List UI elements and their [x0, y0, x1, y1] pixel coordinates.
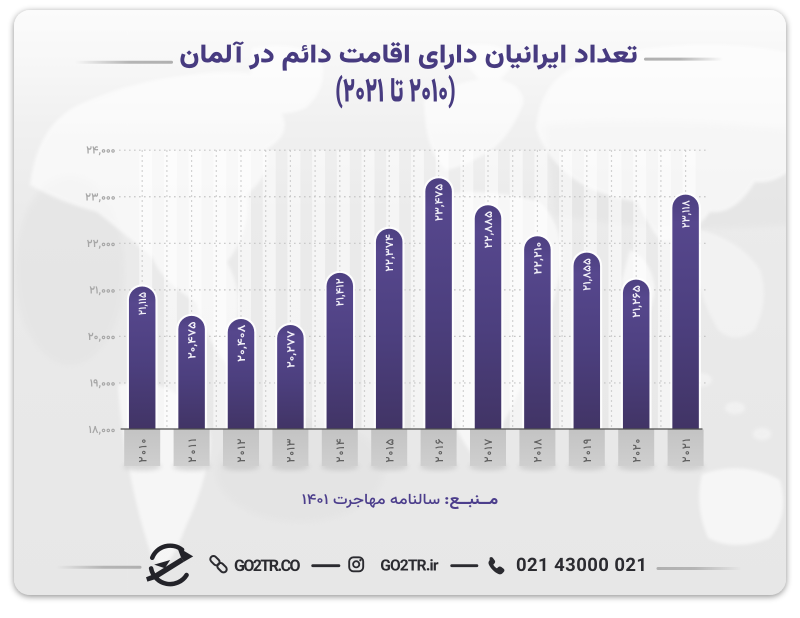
- svg-text:۲۰۱۱: ۲۰۱۱: [185, 439, 203, 463]
- svg-text:۱۹,۰۰۰: ۱۹,۰۰۰: [90, 375, 116, 392]
- svg-text:GO2TR.CO: GO2TR.CO: [234, 555, 301, 580]
- svg-text:۲۰۲۱: ۲۰۲۱: [679, 439, 697, 463]
- svg-text:۱۸,۰۰۰: ۱۸,۰۰۰: [89, 422, 116, 439]
- svg-text:۲۲,۰۰۰: ۲۲,۰۰۰: [87, 236, 116, 253]
- svg-text:(۲۰۱۰ تا ۲۰۲۱): (۲۰۱۰ تا ۲۰۲۱): [335, 68, 456, 120]
- svg-text:۲۳,۰۰۰: ۲۳,۰۰۰: [85, 189, 116, 206]
- svg-text:۲۰۱۲: ۲۰۱۲: [234, 439, 252, 463]
- svg-text:۲۳,۴۷۵: ۲۳,۴۷۵: [433, 183, 450, 221]
- svg-text:۲۱,۰۰۰: ۲۱,۰۰۰: [89, 282, 115, 299]
- svg-text:۲۰۱۹: ۲۰۱۹: [580, 439, 598, 463]
- svg-text:تعداد ایرانیان دارای اقامت دائ: تعداد ایرانیان دارای اقامت دائم در آلمان: [179, 36, 638, 77]
- svg-text:۲۰۲۰: ۲۰۲۰: [629, 439, 647, 463]
- svg-text:۲۰,۴۰۸: ۲۰,۴۰۸: [235, 324, 252, 362]
- svg-text:021 43000 021: 021 43000 021: [516, 552, 647, 581]
- svg-text:۲۰۱۰: ۲۰۱۰: [135, 439, 153, 463]
- svg-text:۲۰۱۸: ۲۰۱۸: [531, 439, 549, 463]
- svg-text:۲۰۱۷: ۲۰۱۷: [481, 439, 499, 463]
- svg-text:۲۱,۲۶۵: ۲۱,۲۶۵: [630, 285, 647, 318]
- svg-text:۲۰۱۶: ۲۰۱۶: [432, 438, 450, 462]
- svg-text:۲۴,۰۰۰: ۲۴,۰۰۰: [86, 143, 116, 160]
- svg-text:۲۱,۱۱۵: ۲۱,۱۱۵: [136, 292, 153, 315]
- svg-text:۲۲,۲۱۰: ۲۲,۲۱۰: [531, 242, 548, 275]
- svg-text:۲۱,۴۱۲: ۲۱,۴۱۲: [334, 278, 351, 306]
- svg-text:۲۰,۴۷۵: ۲۰,۴۷۵: [186, 321, 203, 359]
- svg-text:۲۰,۲۷۷: ۲۰,۲۷۷: [284, 330, 301, 368]
- svg-text:GO2TR.ir: GO2TR.ir: [380, 556, 439, 580]
- svg-text:۲۲,۸۸۵: ۲۲,۸۸۵: [482, 211, 499, 249]
- svg-text:۲۳,۱۱۸: ۲۳,۱۱۸: [680, 200, 697, 228]
- svg-text:مــنبــع: سالنامه مهاجرت ۱۴۰۱: مــنبــع: سالنامه مهاجرت ۱۴۰۱: [302, 490, 498, 513]
- svg-text:۲۰,۰۰۰: ۲۰,۰۰۰: [88, 329, 116, 346]
- svg-text:۲۰۱۳: ۲۰۱۳: [284, 438, 302, 462]
- svg-text:۲۱,۸۵۵: ۲۱,۸۵۵: [581, 258, 598, 291]
- svg-text:۲۰۱۴: ۲۰۱۴: [333, 438, 351, 462]
- svg-text:۲۲,۳۷۴: ۲۲,۳۷۴: [383, 234, 400, 272]
- svg-text:۲۰۱۵: ۲۰۱۵: [382, 439, 400, 463]
